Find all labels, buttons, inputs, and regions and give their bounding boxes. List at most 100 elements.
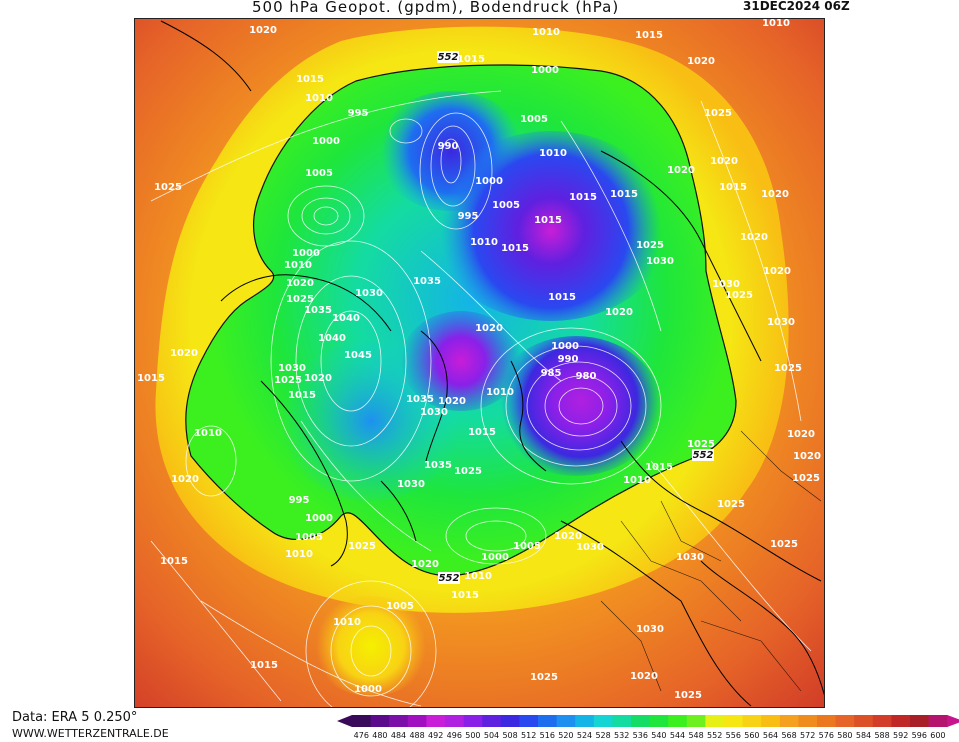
- isobar-label: 1010: [333, 617, 361, 628]
- isobar-label: 1000: [481, 552, 509, 563]
- low-pressure-shade-c: [431, 131, 671, 321]
- legend-tick-label: 568: [781, 731, 796, 740]
- legend-tick-label: 576: [819, 731, 834, 740]
- legend-color-cell: [910, 715, 930, 727]
- isobar-label: 1030: [676, 552, 704, 563]
- legend-color-cell: [817, 715, 837, 727]
- isobar-label: 1030: [576, 542, 604, 553]
- isobar-label: 1025: [286, 294, 314, 305]
- legend-color-cell: [724, 715, 744, 727]
- isobar-label: 1000: [305, 513, 333, 524]
- isobar-label: 1010: [470, 237, 498, 248]
- isobar-label: 1040: [332, 313, 360, 324]
- isobar-label: 1020: [554, 531, 582, 542]
- isobar-label: 980: [576, 371, 597, 382]
- legend-tick-label: 580: [837, 731, 852, 740]
- isobar-label: 1000: [475, 176, 503, 187]
- isobar-label: 1030: [712, 279, 740, 290]
- legend-tick-label: 600: [930, 731, 945, 740]
- isobar-label: 1035: [424, 460, 452, 471]
- legend-arrow-right: [947, 715, 959, 727]
- pressure-labels: 1020 1010 10151010552101510001020101510109…: [137, 19, 821, 701]
- legend-tick-label: 516: [540, 731, 555, 740]
- legend-color-cell: [556, 715, 576, 727]
- contour-552-label: 552: [439, 573, 460, 584]
- weather-map: 1020 1010 1015 1010 552 1015 1000 1020 1015 1010 9…: [134, 18, 825, 708]
- legend-color-cell: [891, 715, 911, 727]
- legend-tick-label: 544: [670, 731, 685, 740]
- isobar-label: 1020: [710, 156, 738, 167]
- legend-color-cell: [593, 715, 613, 727]
- isobar-label: 1020: [304, 373, 332, 384]
- isobar-label: 1035: [304, 305, 332, 316]
- legend-color-cell: [463, 715, 483, 727]
- isobar-label: 1015: [645, 462, 673, 473]
- isobar-label: 1010: [284, 260, 312, 271]
- map-timestamp: 31DEC2024 06Z: [743, 0, 850, 13]
- isobar-label: 1010: [194, 428, 222, 439]
- low-pressure-shade-b: [401, 311, 521, 411]
- isobar-label: 1000: [354, 684, 382, 695]
- isobar-label: 1010: [285, 549, 313, 560]
- isobar-label: 1010: [305, 93, 333, 104]
- legend-tick-label: 588: [874, 731, 889, 740]
- isobar-label: 1030: [355, 288, 383, 299]
- isobar-label: 1010: [486, 387, 514, 398]
- legend-color-cell: [370, 715, 390, 727]
- isobar-label: 1015: [635, 30, 663, 41]
- isobar-label: 1015: [468, 427, 496, 438]
- legend-color-cell: [482, 715, 502, 727]
- isobar-label: 1010: [539, 148, 567, 159]
- legend-tick-label: 528: [595, 731, 610, 740]
- isobar-label: 1025: [770, 539, 798, 550]
- isobar-label: 1030: [420, 407, 448, 418]
- map-canvas: 1020 1010 10151010552101510001020101510109…: [135, 19, 824, 707]
- legend-color-cell: [426, 715, 446, 727]
- isobar-label: 995: [458, 211, 479, 222]
- isobar-label: 1015: [534, 215, 562, 226]
- legend-tick-label: 596: [912, 731, 927, 740]
- legend-tick-label: 520: [558, 731, 573, 740]
- isobar-label: 1015: [457, 54, 485, 65]
- isobar-label: 1015: [501, 243, 529, 254]
- isobar-label: 1020: [763, 266, 791, 277]
- color-legend: 476 480 484 488 492 496 500 504 508 512 516 520 524 5…: [337, 714, 959, 741]
- isobar-label: 1025: [274, 375, 302, 386]
- legend-color-cell: [798, 715, 818, 727]
- legend-tick-label: 592: [893, 731, 908, 740]
- legend-tick-label: 556: [726, 731, 741, 740]
- legend-tick-label: 496: [447, 731, 462, 740]
- legend-color-cell: [705, 715, 725, 727]
- isobar-label: 1010: [762, 19, 790, 29]
- legend-tick-label: 552: [707, 731, 722, 740]
- isobar-label: 1025: [717, 499, 745, 510]
- legend-color-cell: [835, 715, 855, 727]
- map-title: 500 hPa Geopot. (gpdm), Bodendruck (hPa): [252, 0, 620, 16]
- isobar-label: 1035: [413, 276, 441, 287]
- legend-tick-label: 572: [800, 731, 815, 740]
- isobar-label: 1025: [348, 541, 376, 552]
- data-source-label: Data: ERA 5 0.250°: [12, 710, 138, 725]
- legend-color-cell: [872, 715, 892, 727]
- isobar-label: 995: [289, 495, 310, 506]
- isobar-label: 1015: [250, 660, 278, 671]
- website-link[interactable]: WWW.WETTERZENTRALE.DE: [12, 727, 169, 740]
- isobar-label: 1010: [464, 571, 492, 582]
- legend-tick-label: 500: [465, 731, 480, 740]
- legend-tick-label: 536: [633, 731, 648, 740]
- isobar-label: 1025: [636, 240, 664, 251]
- contour-552-label: 552: [693, 450, 714, 461]
- legend-tick-label: 488: [409, 731, 424, 740]
- legend-color-cell: [500, 715, 520, 727]
- legend-color-cell: [352, 715, 372, 727]
- isobar-label: 1020: [761, 189, 789, 200]
- isobar-label: 1025: [792, 473, 820, 484]
- isobar-label: 1025: [530, 672, 558, 683]
- legend-color-cell: [686, 715, 706, 727]
- legend-tick-label: 484: [391, 731, 406, 740]
- legend-color-cell: [928, 715, 948, 727]
- contour-label-bg: [692, 449, 714, 461]
- legend-tick-label: 540: [651, 731, 666, 740]
- legend-tick-label: 524: [577, 731, 592, 740]
- isobar-label: 1000: [292, 248, 320, 259]
